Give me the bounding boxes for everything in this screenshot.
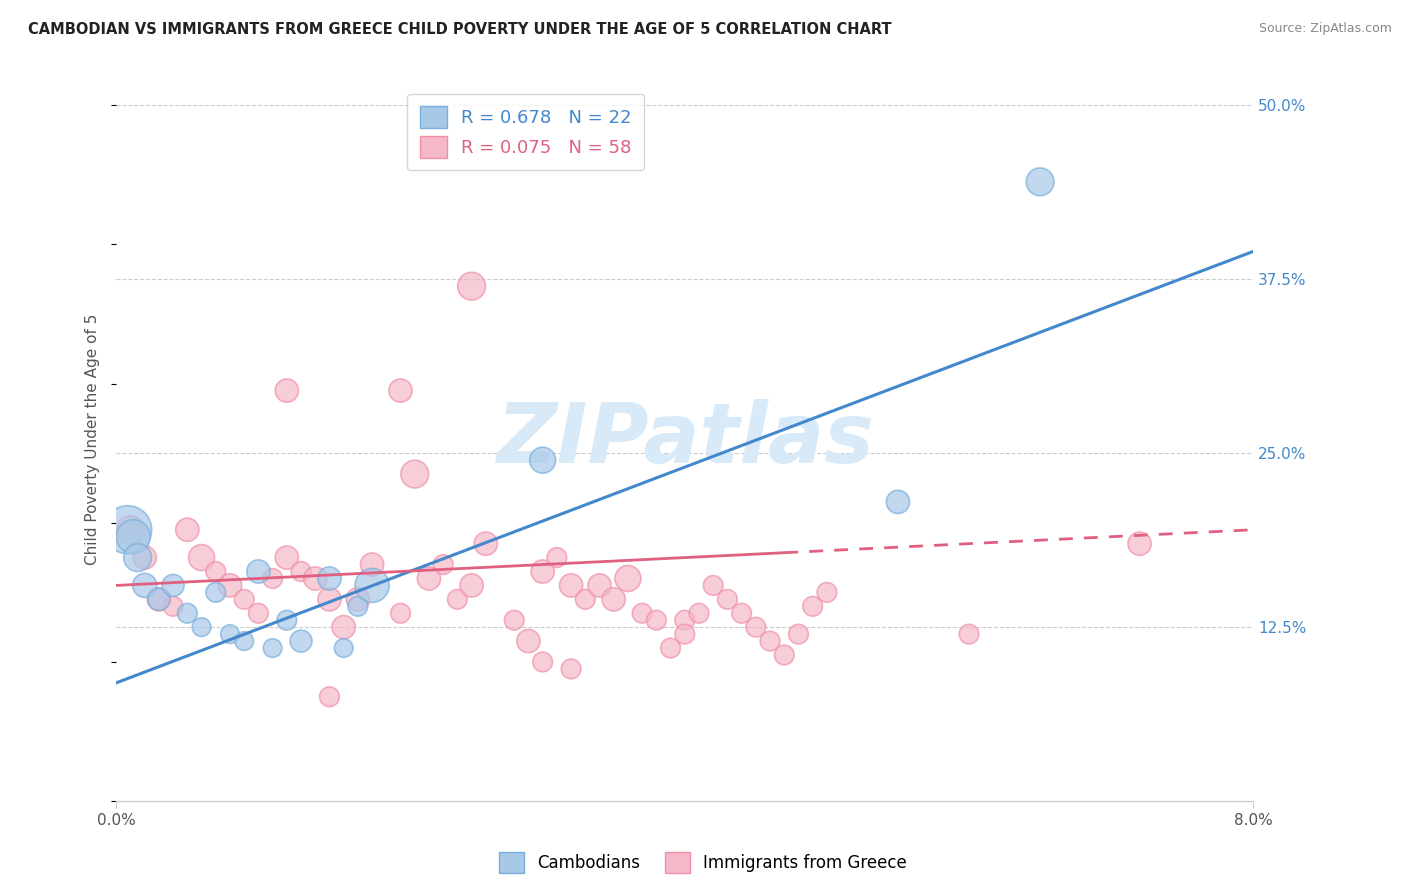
Point <box>204 565 226 579</box>
Point <box>759 634 782 648</box>
Point <box>219 578 242 592</box>
Point <box>602 592 624 607</box>
Point <box>233 592 256 607</box>
Point <box>332 620 354 634</box>
Point <box>745 620 768 634</box>
Point <box>389 384 412 398</box>
Point <box>361 578 384 592</box>
Point <box>432 558 454 572</box>
Point <box>560 578 582 592</box>
Point <box>659 641 682 656</box>
Point <box>318 690 340 704</box>
Point <box>517 634 540 648</box>
Y-axis label: Child Poverty Under the Age of 5: Child Poverty Under the Age of 5 <box>86 314 100 565</box>
Point <box>574 592 596 607</box>
Point <box>134 550 156 565</box>
Point <box>332 641 354 656</box>
Point <box>162 599 184 614</box>
Point <box>127 550 149 565</box>
Point <box>262 641 284 656</box>
Point <box>673 613 696 627</box>
Point <box>460 578 482 592</box>
Point <box>787 627 810 641</box>
Point <box>290 634 312 648</box>
Point <box>546 550 568 565</box>
Point <box>122 530 145 544</box>
Point <box>176 607 198 621</box>
Point <box>318 571 340 585</box>
Point <box>531 565 554 579</box>
Point <box>247 607 270 621</box>
Point <box>404 467 426 481</box>
Point <box>631 607 654 621</box>
Point <box>957 627 980 641</box>
Point <box>688 607 710 621</box>
Point <box>815 585 838 599</box>
Point <box>1129 536 1152 550</box>
Legend: R = 0.678   N = 22, R = 0.075   N = 58: R = 0.678 N = 22, R = 0.075 N = 58 <box>406 94 644 170</box>
Point <box>1029 175 1052 189</box>
Point <box>276 384 298 398</box>
Point <box>219 627 242 641</box>
Point <box>290 565 312 579</box>
Point <box>117 523 139 537</box>
Point <box>347 592 370 607</box>
Point <box>503 613 526 627</box>
Point <box>361 558 384 572</box>
Point <box>162 578 184 592</box>
Point <box>531 453 554 467</box>
Point <box>460 279 482 293</box>
Point <box>190 620 212 634</box>
Point <box>645 613 668 627</box>
Point <box>148 592 170 607</box>
Point <box>418 571 440 585</box>
Point <box>276 550 298 565</box>
Text: Source: ZipAtlas.com: Source: ZipAtlas.com <box>1258 22 1392 36</box>
Point <box>617 571 640 585</box>
Point <box>588 578 610 592</box>
Point <box>673 627 696 641</box>
Point <box>176 523 198 537</box>
Text: CAMBODIAN VS IMMIGRANTS FROM GREECE CHILD POVERTY UNDER THE AGE OF 5 CORRELATION: CAMBODIAN VS IMMIGRANTS FROM GREECE CHIL… <box>28 22 891 37</box>
Point <box>190 550 212 565</box>
Point <box>446 592 468 607</box>
Point <box>702 578 724 592</box>
Point <box>318 592 340 607</box>
Point <box>347 599 370 614</box>
Point <box>120 523 142 537</box>
Text: ZIPatlas: ZIPatlas <box>496 399 873 480</box>
Point <box>233 634 256 648</box>
Point <box>276 613 298 627</box>
Point <box>560 662 582 676</box>
Point <box>773 648 796 662</box>
Legend: Cambodians, Immigrants from Greece: Cambodians, Immigrants from Greece <box>492 846 914 880</box>
Point <box>204 585 226 599</box>
Point <box>304 571 326 585</box>
Point <box>389 607 412 621</box>
Point <box>716 592 738 607</box>
Point <box>247 565 270 579</box>
Point <box>148 592 170 607</box>
Point <box>475 536 498 550</box>
Point <box>730 607 752 621</box>
Point <box>134 578 156 592</box>
Point <box>801 599 824 614</box>
Point <box>887 495 910 509</box>
Point <box>262 571 284 585</box>
Point <box>531 655 554 669</box>
